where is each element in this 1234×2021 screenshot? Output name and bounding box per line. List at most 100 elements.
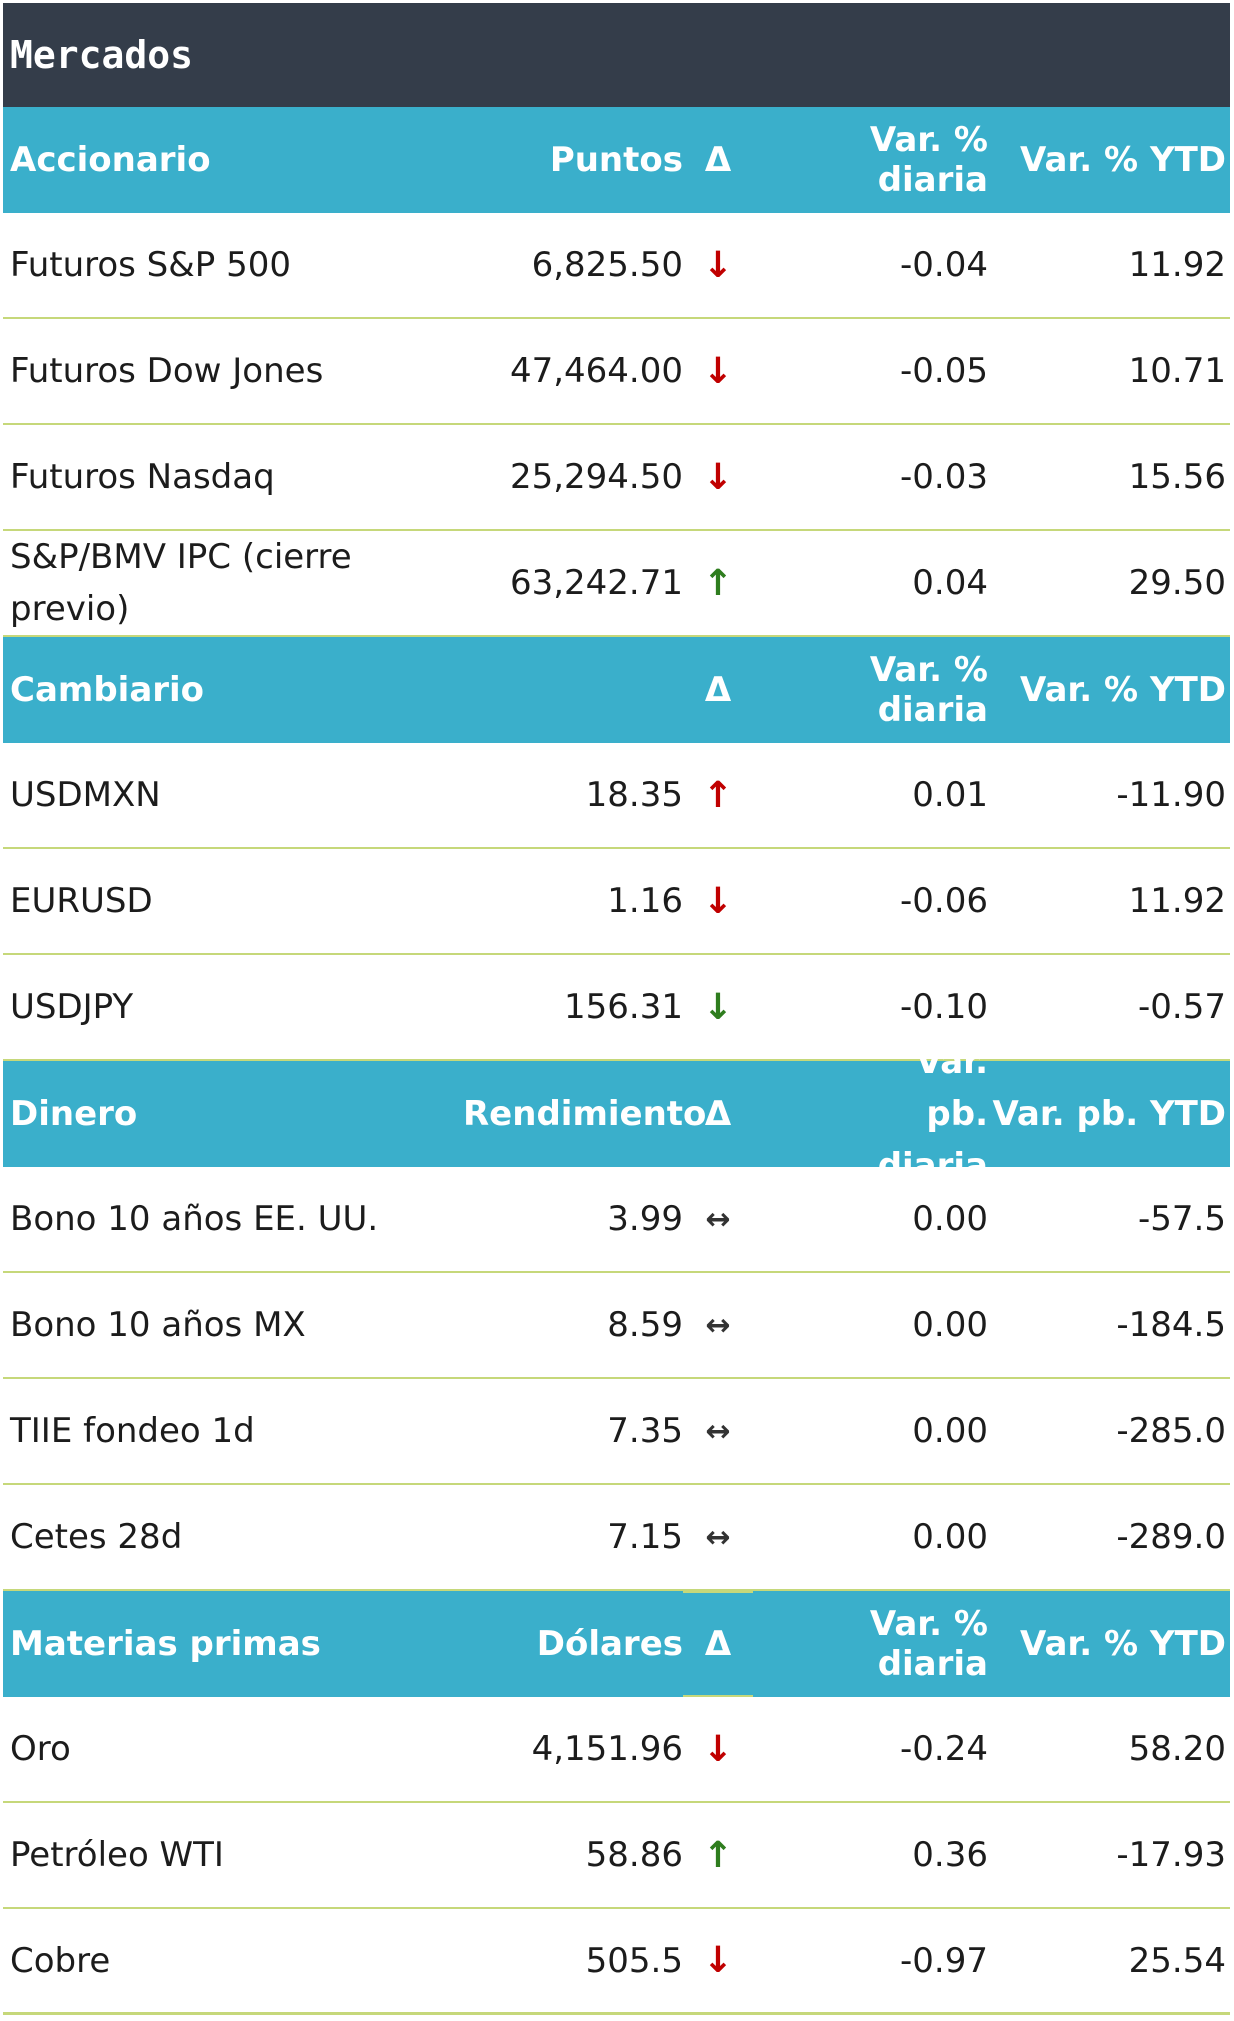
row-daily: 0.36 (912, 1835, 988, 1875)
col-delta-header: Δ (704, 670, 732, 710)
row-daily: 0.01 (912, 775, 988, 815)
row-daily: 0.00 (912, 1411, 988, 1451)
row-ytd: 11.92 (1128, 881, 1226, 921)
arrow-up-icon: ↑ (702, 774, 734, 816)
col-value-header: Dólares (536, 1624, 683, 1664)
table-row: Bono 10 años EE. UU. 3.99 ↔ 0.00 -57.5 (3, 1167, 1230, 1273)
table-row: USDJPY 156.31 ↓ -0.10 -0.57 (3, 955, 1230, 1061)
row-name: Futuros Nasdaq (10, 457, 275, 497)
col-value-header: Puntos (549, 140, 683, 180)
col-name-header: Dinero (10, 1094, 138, 1134)
row-ytd: -285.0 (1116, 1411, 1226, 1451)
row-ytd: -17.93 (1116, 1835, 1226, 1875)
arrow-down-icon: ↓ (702, 350, 734, 392)
row-daily: -0.24 (900, 1729, 988, 1769)
table-row: Petróleo WTI 58.86 ↑ 0.36 -17.93 (3, 1803, 1230, 1909)
col-ytd-header: Var. % YTD (1019, 140, 1226, 180)
row-name: Futuros Dow Jones (10, 351, 324, 391)
table-row: USDMXN 18.35 ↑ 0.01 -11.90 (3, 743, 1230, 849)
row-value: 47,464.00 (509, 351, 683, 391)
row-value: 156.31 (564, 987, 683, 1027)
row-value: 3.99 (607, 1199, 683, 1239)
row-ytd: 58.20 (1128, 1729, 1226, 1769)
row-name: Cetes 28d (10, 1517, 183, 1557)
row-ytd: -57.5 (1138, 1199, 1226, 1239)
row-ytd: -0.57 (1138, 987, 1226, 1027)
row-ytd: -184.5 (1116, 1305, 1226, 1345)
row-name: Bono 10 años EE. UU. (10, 1199, 379, 1239)
row-name: USDJPY (10, 987, 134, 1027)
row-value: 25,294.50 (509, 457, 683, 497)
row-daily: -0.97 (900, 1940, 988, 1981)
row-daily: -0.05 (900, 351, 988, 391)
table-row: Cetes 28d 7.15 ↔ 0.00 -289.0 (3, 1485, 1230, 1591)
row-daily: -0.04 (900, 245, 988, 285)
col-name-header: Accionario (10, 140, 211, 180)
row-ytd: 15.56 (1128, 457, 1226, 497)
row-ytd: 29.50 (1128, 563, 1226, 603)
row-value: 505.5 (585, 1940, 683, 1981)
table-row: EURUSD 1.16 ↓ -0.06 11.92 (3, 849, 1230, 955)
section-header-accionario: Accionario Puntos Δ Var. % diaria Var. %… (3, 107, 1230, 213)
table-row: Futuros Nasdaq 25,294.50 ↓ -0.03 15.56 (3, 425, 1230, 531)
row-name: Bono 10 años MX (10, 1305, 306, 1345)
row-value: 58.86 (585, 1835, 683, 1875)
table-row: Cobre 505.5 ↓ -0.97 25.54 (3, 1909, 1230, 2015)
arrow-down-icon: ↓ (702, 456, 734, 498)
col-ytd-header: Var. pb. YTD (992, 1094, 1226, 1134)
arrow-left-right-icon: ↔ (705, 1519, 731, 1555)
col-delta-header: Δ (704, 140, 732, 180)
row-ytd: 10.71 (1128, 351, 1226, 391)
arrow-left-right-icon: ↔ (705, 1413, 731, 1449)
row-value: 6,825.50 (531, 245, 683, 285)
page-title: Mercados (3, 3, 1230, 107)
row-daily: 0.00 (912, 1199, 988, 1239)
row-value: 18.35 (585, 775, 683, 815)
row-daily: -0.03 (900, 457, 988, 497)
table-row: S&P/BMV IPC (cierre previo) 63,242.71 ↑ … (3, 531, 1230, 637)
row-name: Cobre (10, 1940, 111, 1981)
table-row: Futuros Dow Jones 47,464.00 ↓ -0.05 10.7… (3, 319, 1230, 425)
col-daily-header: Var. % diaria (869, 650, 988, 730)
col-value-header: Rendimiento (463, 1094, 707, 1134)
col-delta-header: Δ (704, 1094, 732, 1134)
arrow-left-right-icon: ↔ (705, 1201, 731, 1237)
col-ytd-header: Var. % YTD (1019, 1624, 1226, 1664)
row-value: 8.59 (607, 1305, 683, 1345)
col-daily-header: Var. % diaria (869, 120, 988, 200)
section-header-cambiario: Cambiario Δ Var. % diaria Var. % YTD (3, 637, 1230, 743)
row-name: TIIE fondeo 1d (10, 1411, 255, 1451)
arrow-down-icon: ↓ (702, 1728, 734, 1770)
arrow-left-right-icon: ↔ (705, 1307, 731, 1343)
col-name-header: Cambiario (10, 670, 205, 710)
row-name: S&P/BMV IPC (cierre previo) (10, 537, 352, 629)
col-delta-header: Δ (683, 1591, 753, 1697)
row-name: USDMXN (10, 775, 161, 815)
markets-table: Mercados Accionario Puntos Δ Var. % diar… (3, 3, 1230, 2015)
table-row: Bono 10 años MX 8.59 ↔ 0.00 -184.5 (3, 1273, 1230, 1379)
arrow-down-icon: ↓ (702, 880, 734, 922)
row-ytd: 25.54 (1128, 1940, 1226, 1981)
row-ytd: -11.90 (1116, 775, 1226, 815)
row-daily: -0.10 (900, 987, 988, 1027)
col-daily-header: Var. pb. diaria (877, 1042, 988, 1186)
col-ytd-header: Var. % YTD (1019, 670, 1226, 710)
arrow-down-icon: ↓ (702, 986, 734, 1028)
row-daily: 0.04 (912, 563, 988, 603)
row-name: EURUSD (10, 881, 153, 921)
row-value: 7.35 (607, 1411, 683, 1451)
section-header-dinero: Dinero Rendimiento Δ Var. pb. diaria Var… (3, 1042, 1230, 1186)
col-name-header: Materias primas (10, 1624, 321, 1664)
arrow-up-icon: ↑ (702, 1834, 734, 1876)
arrow-down-icon: ↓ (702, 244, 734, 286)
section-header-materias-primas: Materias primas Dólares Δ Var. % diaria … (3, 1591, 1230, 1697)
row-value: 7.15 (607, 1517, 683, 1557)
table-row: TIIE fondeo 1d 7.35 ↔ 0.00 -285.0 (3, 1379, 1230, 1485)
row-value: 1.16 (607, 881, 683, 921)
row-ytd: -289.0 (1116, 1517, 1226, 1557)
row-value: 4,151.96 (531, 1729, 683, 1769)
table-row: Futuros S&P 500 6,825.50 ↓ -0.04 11.92 (3, 213, 1230, 319)
row-daily: 0.00 (912, 1305, 988, 1345)
col-daily-header: Var. % diaria (869, 1604, 988, 1684)
row-ytd: 11.92 (1128, 245, 1226, 285)
